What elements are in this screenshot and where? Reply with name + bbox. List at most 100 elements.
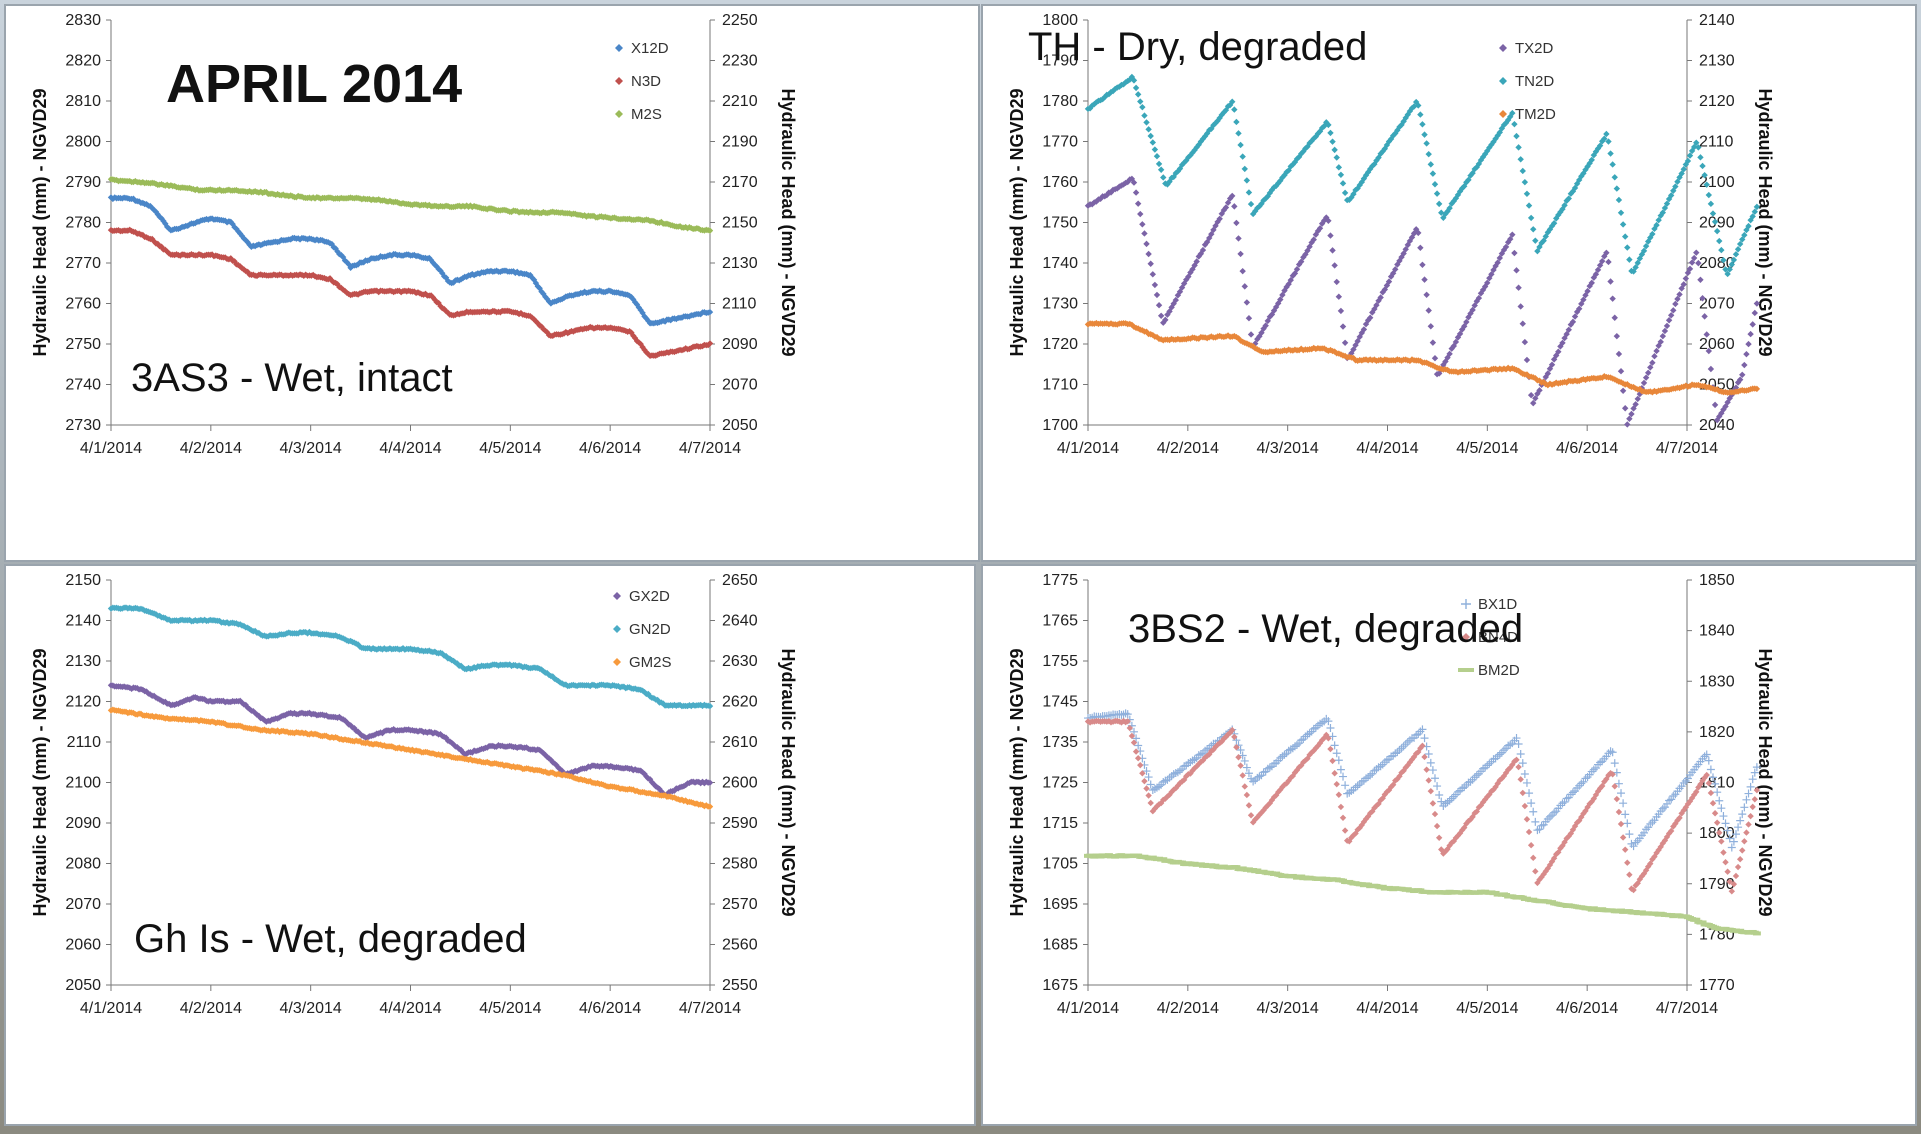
data-point [1350, 190, 1357, 198]
data-point [1166, 791, 1173, 798]
data-point [163, 223, 171, 231]
data-point [1137, 210, 1144, 218]
data-point [633, 301, 641, 308]
data-point [1428, 766, 1437, 775]
series-GX2D [107, 682, 714, 799]
data-point [1323, 119, 1330, 126]
data-point [1699, 777, 1706, 784]
y-tick-label-right: 2070 [1699, 296, 1735, 313]
data-point [1674, 817, 1681, 824]
data-point [1333, 278, 1340, 286]
data-point [1734, 823, 1743, 832]
data-point [1655, 216, 1662, 224]
y-tick-label-left: 1765 [1042, 613, 1078, 630]
data-point [1709, 210, 1717, 217]
data-point [1743, 350, 1750, 358]
data-point [545, 298, 553, 305]
y-tick-label-left: 2090 [65, 815, 101, 832]
legend-label: TN2D [1515, 73, 1554, 90]
y-tick-label-right: 2100 [1699, 174, 1735, 191]
data-point [1608, 748, 1617, 757]
data-point [590, 212, 598, 220]
data-point [1216, 215, 1223, 223]
data-point [1648, 818, 1657, 827]
data-point [1287, 163, 1294, 170]
data-point [1609, 295, 1616, 302]
y-tick-label-left: 1750 [1042, 215, 1078, 232]
data-point [1373, 802, 1380, 809]
data-point [1753, 786, 1761, 794]
data-point [1141, 230, 1148, 237]
x-tick-label: 4/6/2014 [579, 1000, 641, 1017]
data-point [1471, 809, 1478, 817]
data-point [671, 787, 678, 794]
data-point [1337, 803, 1345, 811]
data-point [1364, 813, 1372, 820]
data-point [527, 312, 534, 320]
data-point [1511, 249, 1518, 257]
data-point [1706, 765, 1715, 774]
data-point [1507, 235, 1514, 243]
data-point [1713, 819, 1721, 826]
data-point [1536, 876, 1543, 883]
data-point [1607, 150, 1614, 157]
data-point [1420, 734, 1429, 743]
y-tick-label-left: 1760 [1042, 174, 1078, 191]
data-point [1240, 756, 1249, 765]
x-tick-label: 4/4/2014 [379, 1000, 441, 1017]
x-tick-label: 4/2/2014 [1157, 1000, 1219, 1017]
data-point [463, 750, 470, 757]
x-tick-label: 4/5/2014 [1456, 440, 1518, 457]
data-point [1151, 281, 1159, 289]
data-point [1747, 330, 1754, 338]
data-point [1444, 354, 1451, 361]
data-point [1341, 189, 1349, 197]
data-point [1193, 144, 1200, 151]
data-point [1586, 800, 1593, 807]
data-point [1323, 214, 1330, 221]
data-point [1592, 270, 1600, 278]
data-point [1688, 147, 1696, 155]
data-point [1123, 710, 1132, 719]
data-point [1589, 765, 1598, 774]
data-point [1651, 853, 1658, 860]
data-point [1665, 317, 1673, 324]
legend-label: N3D [631, 73, 661, 90]
y-tick-label-left: 1800 [1042, 12, 1078, 29]
data-point [1427, 787, 1435, 795]
data-point [706, 702, 714, 710]
data-point [1739, 847, 1746, 854]
data-point [1651, 225, 1658, 233]
data-point [1531, 817, 1540, 826]
data-point [1229, 98, 1236, 105]
data-point [1651, 353, 1658, 360]
data-point [1751, 309, 1758, 317]
data-point [1615, 350, 1623, 358]
data-point [1630, 886, 1637, 894]
data-point [1243, 791, 1251, 799]
data-point [1636, 255, 1644, 262]
data-point [1538, 239, 1545, 247]
data-point [1545, 812, 1554, 821]
data-point [1201, 241, 1209, 248]
data-point [1481, 150, 1489, 158]
data-point [1479, 286, 1487, 294]
data-point [1610, 759, 1619, 768]
data-point [1245, 802, 1253, 809]
data-point [1145, 250, 1152, 258]
data-point [1695, 144, 1702, 151]
data-point [1724, 868, 1731, 875]
y-tick-label-right: 2630 [722, 653, 758, 670]
data-point [1129, 727, 1138, 736]
y-tick-label-right: 2140 [1699, 12, 1735, 29]
data-point [1308, 239, 1315, 246]
data-point [1584, 163, 1591, 170]
data-point [1139, 103, 1146, 111]
x-tick-label: 4/5/2014 [479, 440, 541, 457]
data-point [1341, 339, 1349, 346]
data-point [1678, 285, 1685, 292]
data-point [1535, 825, 1544, 834]
data-point [706, 308, 714, 316]
data-point [1611, 174, 1618, 181]
data-point [1201, 133, 1209, 140]
